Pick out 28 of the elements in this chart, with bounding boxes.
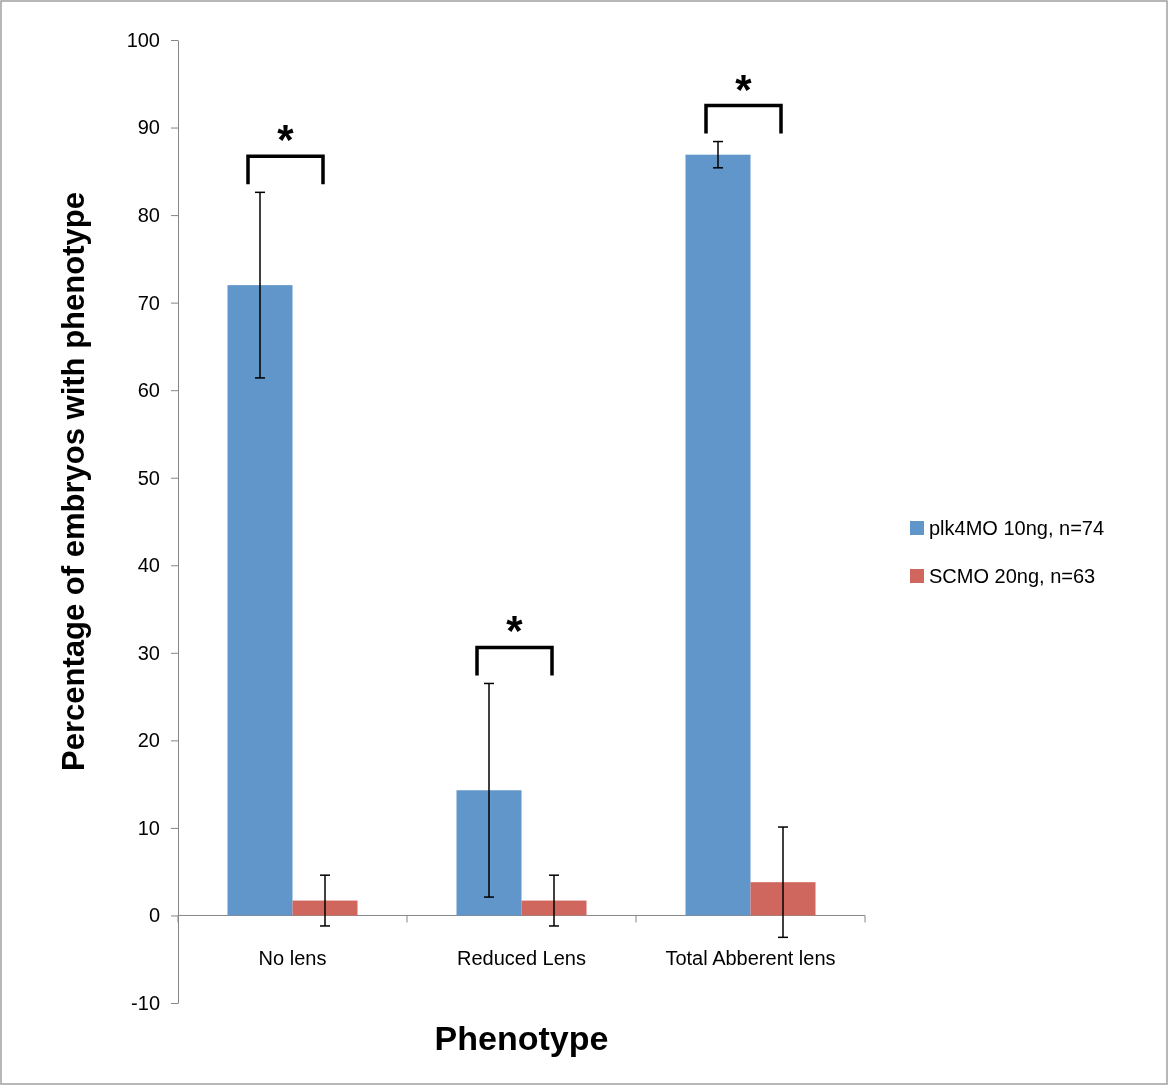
y-tick-label: 70 — [137, 291, 160, 314]
y-tick-label: 50 — [137, 466, 160, 489]
y-tick-label: 0 — [148, 904, 160, 927]
bar — [750, 882, 816, 916]
y-tick-label: 60 — [137, 379, 160, 402]
y-tick-label: 80 — [137, 203, 160, 226]
y-axis-title: Percentage of embryos with phenotype — [56, 192, 91, 771]
y-tick-label: 90 — [137, 116, 160, 139]
annotation: * — [277, 116, 295, 164]
x-tick-label: Reduced Lens — [457, 947, 586, 970]
bar — [292, 900, 358, 916]
bar — [456, 790, 522, 916]
x-axis-title: Phenotype — [434, 1019, 609, 1057]
y-tick-label: 30 — [137, 641, 160, 664]
y-tick-label: 100 — [126, 28, 160, 51]
y-tick-label: 40 — [137, 554, 160, 577]
annotation: * — [735, 65, 753, 113]
legend-label: SCMO 20ng, n=63 — [929, 565, 1096, 587]
bar — [685, 154, 751, 916]
y-tick-label: -10 — [131, 991, 160, 1014]
bar — [227, 285, 293, 916]
legend-label: plk4MO 10ng, n=74 — [929, 517, 1105, 539]
y-tick-label: 20 — [137, 729, 160, 752]
x-tick-label: No lens — [258, 947, 327, 970]
x-tick-label: Total Abberent lens — [665, 947, 836, 970]
annotation: * — [506, 607, 524, 655]
bar — [521, 900, 587, 916]
y-tick-label: 10 — [137, 816, 160, 839]
